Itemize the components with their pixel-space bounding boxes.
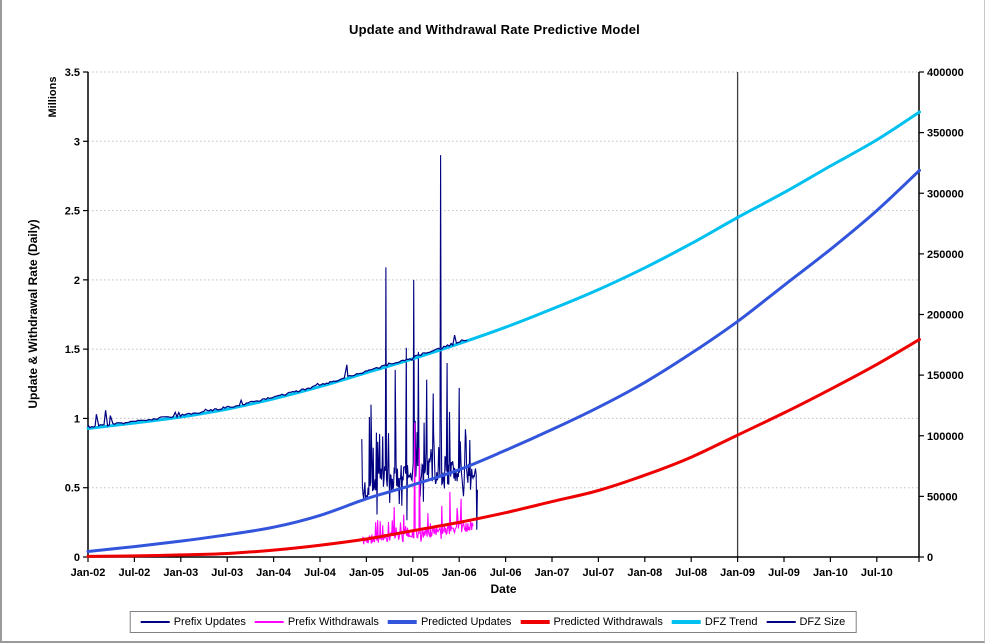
legend-label-dfz-size: DFZ Size [799,616,846,628]
legend-line-swatch-dfz-size [766,621,796,623]
x-tick-label: Jan-09 [720,567,755,579]
right-tick-label: 50000 [927,491,958,503]
right-tick-label: 150000 [927,370,964,382]
x-tick-label: Jan-07 [535,567,570,579]
left-tick-label: 0 [74,552,80,564]
x-tick-label: Jul-05 [397,567,429,579]
series-prefix-withdrawals [361,422,474,545]
legend-item-dfz-trend: DFZ Trend [671,616,758,628]
legend-line-swatch-prefix-withdrawals [254,621,284,623]
x-tick-label: Jul-03 [211,567,243,579]
chart-title: Update and Withdrawal Rate Predictive Mo… [349,22,640,37]
x-tick-label: Jan-05 [349,567,384,579]
x-tick-label: Jul-06 [490,567,522,579]
legend-line-swatch-prefix-updates [140,621,170,623]
legend-label-prefix-withdrawals: Prefix Withdrawals [287,616,379,628]
right-tick-label: 400000 [927,67,964,79]
left-tick-label: 2 [74,275,80,287]
legend-line-swatch-predicted-withdrawals [520,620,550,624]
left-tick-label: 2.5 [65,206,80,218]
x-tick-label: Jan-03 [163,567,198,579]
x-axis-title: Date [490,582,517,596]
right-tick-label: 350000 [927,128,964,140]
x-tick-label: Jan-02 [71,567,106,579]
series-predicted-withdrawals [86,337,921,558]
series-dfz-trend [86,110,921,430]
legend-item-predicted-updates: Predicted Updates [387,616,512,628]
left-tick-label: 3.5 [65,67,80,79]
right-tick-label: 250000 [927,249,964,261]
legend-item-prefix-updates: Prefix Updates [140,616,246,628]
x-tick-label: Jul-10 [861,567,893,579]
legend: Prefix Updates Prefix Withdrawals Predicte… [129,611,857,633]
legend-item-predicted-withdrawals: Predicted Withdrawals [520,616,663,628]
left-tick-label: 3 [74,136,80,148]
x-tick-label: Jan-08 [627,567,662,579]
x-tick-label: Jul-04 [304,567,337,579]
legend-label-predicted-updates: Predicted Updates [420,616,512,628]
x-tick-label: Jan-06 [442,567,477,579]
x-tick-label: Jul-09 [768,567,800,579]
right-tick-label: 100000 [927,431,964,443]
x-tick-label: Jul-07 [583,567,615,579]
legend-line-swatch-dfz-trend [671,620,701,624]
left-tick-label: 1 [74,413,80,425]
series-dfz-size [87,334,468,429]
legend-item-dfz-size: DFZ Size [766,616,845,628]
right-tick-label: 0 [927,552,933,564]
left-tick-label: 0.5 [65,483,80,495]
x-tick-label: Jan-10 [813,567,848,579]
right-tick-label: 200000 [927,310,964,322]
x-tick-label: Jul-08 [675,567,707,579]
legend-line-swatch-predicted-updates [387,620,417,624]
series-predicted-updates [86,168,921,553]
right-tick-label: 300000 [927,188,964,200]
legend-label-predicted-withdrawals: Predicted Withdrawals [553,616,663,628]
legend-label-dfz-trend: DFZ Trend [704,616,758,628]
legend-label-prefix-updates: Prefix Updates [173,616,246,628]
x-tick-label: Jul-02 [119,567,151,579]
legend-item-prefix-withdrawals: Prefix Withdrawals [254,616,379,628]
x-tick-label: Jan-04 [256,567,292,579]
left-tick-label: 1.5 [65,344,80,356]
